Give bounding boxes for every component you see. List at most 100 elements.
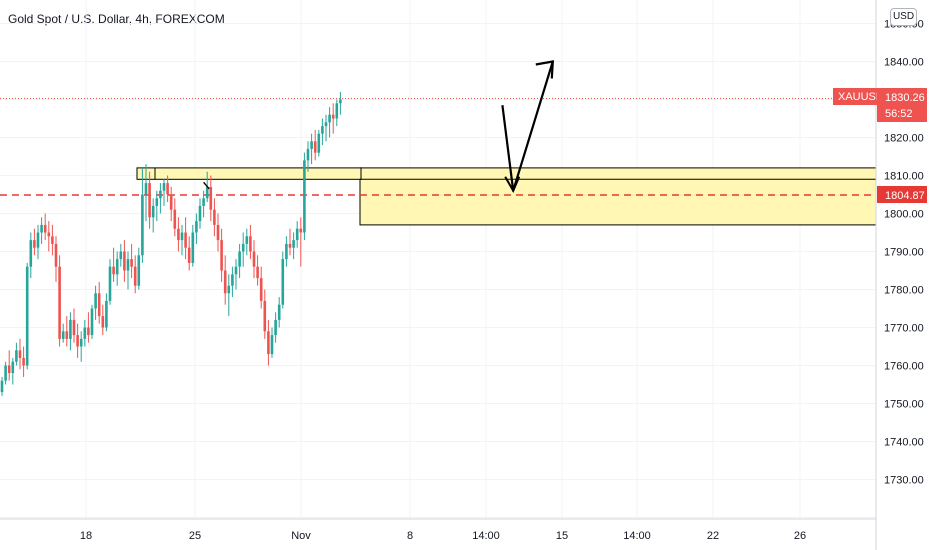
resistance-box-left: [136, 167, 362, 180]
candle-body: [213, 209, 216, 225]
candle-body: [281, 259, 285, 305]
candle: [288, 228, 292, 256]
candle-body: [7, 365, 11, 374]
candle-body: [198, 205, 202, 222]
y-tick-label: 1820.00: [884, 133, 924, 145]
candle-body: [4, 365, 7, 381]
candle-body: [101, 316, 105, 328]
price-badges: XAUUSD 1830.26 56:52 1804.87: [833, 88, 927, 203]
candle: [90, 304, 94, 339]
resistance-zone: [359, 167, 877, 226]
zones-layer: [136, 167, 877, 226]
candle-body: [220, 240, 223, 271]
symbol-badge: [833, 88, 877, 105]
candle-body: [123, 251, 126, 271]
candle-body: [177, 228, 180, 241]
y-tick-label: 1780.00: [884, 285, 924, 297]
candle-body: [148, 183, 151, 218]
x-tick-label: 14:00: [472, 530, 500, 542]
candle: [223, 255, 227, 305]
y-tick-label: 1790.00: [884, 247, 924, 259]
y-tick-label: 1730.00: [884, 475, 924, 487]
last-price-badge: [877, 88, 927, 122]
candle-body: [231, 274, 234, 286]
candle: [25, 262, 29, 370]
candle: [249, 224, 252, 260]
candle: [231, 266, 234, 298]
candle-body: [288, 243, 292, 248]
chart-title: Gold Spot / U.S. Dollar, 4h, FOREXCOM: [8, 12, 225, 26]
candle: [87, 312, 90, 343]
candle: [256, 255, 259, 286]
candle-body: [119, 251, 123, 260]
candle-body: [259, 278, 263, 301]
candle: [22, 346, 25, 377]
candle: [317, 129, 321, 157]
marked-level-badge: [877, 186, 927, 203]
candle: [292, 232, 295, 260]
candle-body: [169, 194, 173, 210]
candle: [40, 217, 43, 244]
candle: [69, 312, 72, 351]
candle: [33, 228, 36, 256]
candle: [137, 247, 141, 290]
candle-body: [339, 99, 342, 104]
candle-body: [256, 266, 259, 279]
candle: [195, 213, 198, 244]
candle-body: [216, 224, 220, 241]
candle-body: [0, 380, 4, 393]
candle: [299, 217, 303, 267]
candle: [101, 304, 105, 336]
candle-body: [133, 266, 137, 286]
candle: [216, 213, 220, 252]
currency-button[interactable]: USD: [890, 8, 917, 26]
candle-body: [317, 133, 321, 153]
candle-body: [263, 300, 267, 332]
candle: [29, 232, 33, 279]
candle: [162, 179, 166, 206]
candle: [148, 171, 151, 229]
candle: [15, 342, 18, 366]
candle-body: [162, 183, 166, 191]
candle: [303, 152, 306, 241]
x-tick-label: 25: [189, 530, 201, 542]
candle: [65, 316, 69, 347]
candle-body: [22, 357, 25, 366]
candle-body: [223, 270, 227, 294]
candle-body: [144, 183, 148, 195]
candle-body: [313, 141, 317, 153]
y-tick-label: 1800.00: [884, 209, 924, 221]
candle-body: [321, 126, 324, 134]
candle-body: [205, 186, 209, 199]
candle: [313, 129, 317, 161]
candle: [331, 103, 335, 134]
candle-body: [58, 266, 61, 339]
time-axis[interactable]: 18 25 Nov 8 14:00 15 14:00 22 26: [80, 530, 806, 542]
candle-body: [295, 228, 299, 241]
candle: [159, 183, 162, 214]
x-tick-label: 14:00: [623, 530, 651, 542]
candle-body: [18, 350, 22, 358]
candle: [144, 164, 148, 222]
candle: [47, 221, 51, 252]
candle-body: [180, 232, 184, 241]
candle: [335, 99, 339, 127]
candle: [259, 266, 263, 309]
candle-body: [112, 266, 115, 275]
grid: [0, 0, 876, 519]
candle-body: [187, 247, 191, 263]
candle-body: [29, 240, 33, 267]
candle-body: [335, 103, 339, 119]
candle-body: [141, 194, 144, 256]
candle-body: [306, 148, 310, 161]
arrow-head-up: [535, 60, 554, 79]
candle-body: [126, 259, 130, 271]
candle-body: [292, 240, 295, 248]
candle: [238, 243, 241, 279]
candle: [324, 114, 328, 142]
candle: [11, 357, 15, 385]
candle: [61, 323, 65, 343]
x-tick-label: 22: [707, 530, 719, 542]
candle: [108, 259, 112, 305]
